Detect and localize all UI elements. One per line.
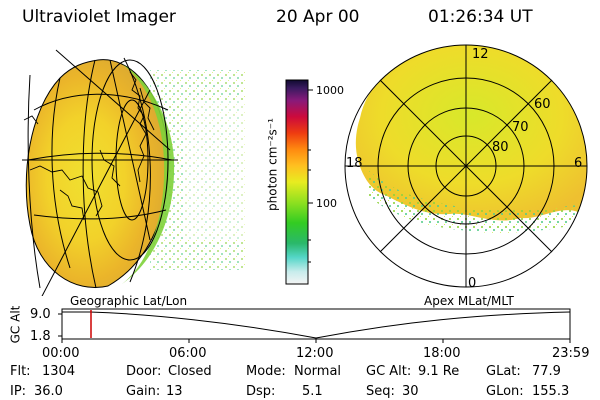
mlt-6-label: 6 [574, 156, 583, 171]
altitude-axis-label: GC Alt [8, 305, 23, 344]
altitude-plot [58, 308, 571, 343]
polar-image [344, 44, 588, 288]
glat-value: 77.9 [532, 364, 561, 379]
coastlines [23, 71, 155, 221]
time-tick-0600: 06:00 [169, 346, 207, 361]
seq-value: 30 [402, 384, 419, 399]
time-tick-1200: 12:00 [296, 346, 334, 361]
flight-value: 1304 [42, 364, 76, 379]
altitude-tick-top: 9.0 [30, 307, 51, 322]
mode-label: Mode: [246, 364, 286, 379]
ip-value: 36.0 [34, 384, 63, 399]
mode-value: Normal [294, 364, 342, 379]
time-tick-1800: 18:00 [423, 346, 461, 361]
polar-caption: Apex MLat/MLT [424, 294, 514, 308]
dsp-label: Dsp: [246, 384, 276, 399]
time-label: 01:26:34 UT [428, 7, 533, 27]
mlat-60-label: 60 [534, 97, 551, 112]
instrument-title: Ultraviolet Imager [22, 7, 176, 27]
glon-label: GLon: [486, 384, 524, 399]
gain-label: Gain: [126, 384, 161, 399]
mlt-12-label: 12 [472, 47, 489, 62]
mlt-18-label: 18 [346, 156, 363, 171]
gc-alt-label: GC Alt: [366, 364, 412, 379]
polar-grid [344, 44, 588, 288]
colorbar-tick-100: 100 [316, 197, 337, 210]
dsp-value: 5.1 [302, 384, 323, 399]
time-tick-0000: 00:00 [42, 346, 80, 361]
date-label: 20 Apr 00 [276, 7, 360, 27]
gain-value: 13 [166, 384, 183, 399]
flight-label: Flt: [10, 364, 31, 379]
colorbar-unit-label: photon cm⁻²s⁻¹ [265, 118, 280, 211]
gc-alt-value: 9.1 Re [418, 364, 460, 379]
time-tick-2359: 23:59 [552, 346, 590, 361]
mlat-70-label: 70 [512, 120, 529, 135]
ip-label: IP: [10, 384, 27, 399]
geo-caption: Geographic Lat/Lon [70, 294, 188, 308]
colorbar-tick-1000: 1000 [316, 84, 344, 97]
seq-label: Seq: [366, 384, 395, 399]
mlat-80-label: 80 [492, 140, 509, 155]
glon-value: 155.3 [532, 384, 570, 399]
limb-band [122, 64, 175, 284]
colorbar [285, 79, 313, 285]
geographic-image [22, 49, 245, 296]
geo-grid [22, 49, 178, 296]
auroral-oval [355, 45, 587, 221]
glat-label: GLat: [486, 364, 521, 379]
door-value: Closed [168, 364, 212, 379]
altitude-tick-bottom: 1.8 [30, 329, 51, 344]
door-label: Door: [126, 364, 162, 379]
altitude-curve [62, 311, 571, 339]
mlt-0-label: 0 [468, 276, 477, 291]
